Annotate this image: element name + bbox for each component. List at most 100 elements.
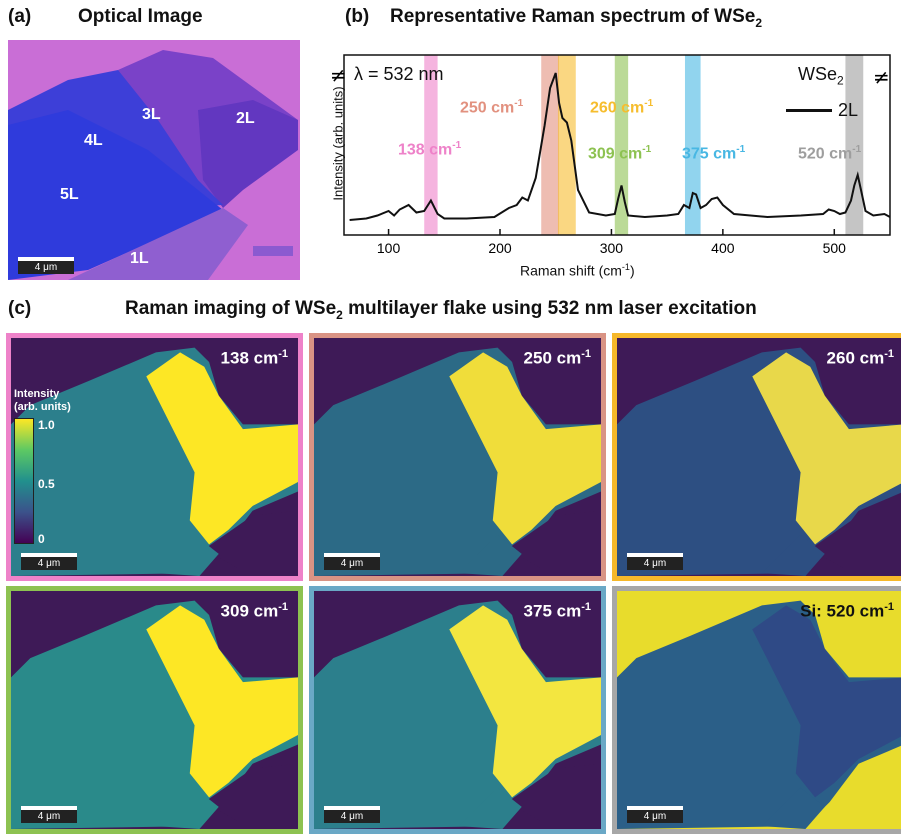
peak-label-138: 138 cm-1 <box>398 140 462 159</box>
raman-map-label-text: 138 cm <box>220 348 279 368</box>
optical-image: 3L 2L 4L 5L 1L 4 μm <box>8 40 300 280</box>
peak-label-520: 520 cm-1 <box>798 144 862 163</box>
legend-line <box>786 109 832 112</box>
scale-bar-text: 4 μm <box>324 557 380 570</box>
highlight-band <box>684 55 701 235</box>
colorbar-mid: 0.5 <box>38 477 55 491</box>
raman-map-image <box>11 338 298 576</box>
axis-break-right: ≠ <box>873 65 890 89</box>
layer-label-5L: 5L <box>60 186 79 203</box>
panel-c-title-end: multilayer flake using 532 nm laser exci… <box>342 298 757 319</box>
raman-map-label: 138 cm-1 <box>221 348 288 369</box>
y-axis-label: Intensity (arb. units) <box>330 86 346 201</box>
panel-a-title: Optical Image <box>78 6 203 27</box>
scale-bar-text: 4 μm <box>21 557 77 570</box>
scale-bar: 4 μm <box>324 806 380 823</box>
raman-map-label-exp: -1 <box>581 348 591 360</box>
series-line-2L <box>349 72 891 221</box>
x-tick-label: 500 <box>823 240 847 256</box>
scale-bar: 4 μm <box>324 553 380 570</box>
highlight-band <box>424 55 438 235</box>
scale-bar-text: 4 μm <box>18 261 74 274</box>
x-axis-label-end: ) <box>629 262 635 279</box>
raman-map-tile: 309 cm-1 4 μm <box>6 586 303 834</box>
raman-map-tile: 260 cm-1 4 μm <box>612 333 901 581</box>
material-sub: 2 <box>837 73 844 88</box>
panel-c-title-main: Raman imaging of WSe <box>125 298 337 319</box>
legend: 2L <box>786 100 858 121</box>
panel-b-title: Representative Raman spectrum of WSe2 <box>390 6 762 30</box>
raman-map-image <box>617 591 901 829</box>
panel-c-title: Raman imaging of WSe2 multilayer flake u… <box>125 298 757 322</box>
panel-b-label: (b) <box>345 6 370 27</box>
scale-bar-text: 4 μm <box>21 810 77 823</box>
raman-map-label-text: 309 cm <box>220 601 279 621</box>
plot-frame <box>343 54 891 236</box>
layer-label-3L: 3L <box>142 106 161 123</box>
scale-bar-text: 4 μm <box>627 810 683 823</box>
colorbar-min: 0 <box>38 532 45 546</box>
raman-map-label-exp: -1 <box>884 348 894 360</box>
colorbar-title: Intensity (arb. units) <box>14 388 71 413</box>
material-main: WSe <box>798 64 838 84</box>
x-axis-label: Raman shift (cm-1) <box>520 262 635 279</box>
raman-map-label-exp: -1 <box>278 348 288 360</box>
raman-map-label: Si: 520 cm-1 <box>800 601 894 622</box>
raman-map-tile: 138 cm-1 4 μm <box>6 333 303 581</box>
colorbar-max: 1.0 <box>38 418 55 432</box>
scale-bar-a: 4 μm <box>18 257 74 274</box>
scale-bar: 4 μm <box>21 806 77 823</box>
raman-map-label-exp: -1 <box>884 601 894 613</box>
x-tick-label: 300 <box>600 240 624 256</box>
raman-map-label: 309 cm-1 <box>221 601 288 622</box>
raman-map-image <box>11 591 298 829</box>
raman-map-label-text: Si: 520 cm <box>800 601 885 621</box>
wavelength-label: λ = 532 nm <box>354 64 444 84</box>
layer-label-2L: 2L <box>236 110 255 127</box>
raman-map-label-text: 375 cm <box>523 601 582 621</box>
raman-map-tile: 250 cm-1 4 μm <box>309 333 606 581</box>
layer-label-4L: 4L <box>84 132 103 149</box>
raman-map-image <box>617 338 901 576</box>
highlight-band <box>845 55 864 235</box>
raman-map-tile: 375 cm-1 4 μm <box>309 586 606 834</box>
panel-c-label: (c) <box>8 298 32 319</box>
panel-b-title-sub: 2 <box>755 15 763 30</box>
raman-map-label-exp: -1 <box>278 601 288 613</box>
material-label: WSe2 <box>798 64 844 88</box>
legend-label: 2L <box>838 100 859 120</box>
highlight-band <box>614 55 629 235</box>
scale-bar: 4 μm <box>627 806 683 823</box>
raman-map-image <box>314 338 601 576</box>
raman-map-tile: Si: 520 cm-1 4 μm <box>612 586 901 834</box>
peak-label-250: 250 cm-1 <box>460 98 524 117</box>
panel-b-title-main: Representative Raman spectrum of WSe <box>390 6 756 27</box>
layer-label-1L: 1L <box>130 250 149 267</box>
raman-map-image <box>314 591 601 829</box>
raman-map-label-exp: -1 <box>581 601 591 613</box>
raman-map-label: 375 cm-1 <box>524 601 591 622</box>
raman-map-label: 250 cm-1 <box>524 348 591 369</box>
panel-c-title-sub: 2 <box>336 307 343 322</box>
raman-map-label-text: 250 cm <box>523 348 582 368</box>
colorbar <box>14 418 34 544</box>
scale-bar-text: 4 μm <box>324 810 380 823</box>
highlight-band <box>557 55 576 235</box>
x-axis-label-exp: -1 <box>621 262 630 272</box>
x-tick-label: 200 <box>488 240 512 256</box>
peak-label-375: 375 cm-1 <box>682 144 746 163</box>
peak-label-260: 260 cm-1 <box>590 98 654 117</box>
x-axis-label-main: Raman shift (cm <box>520 262 622 279</box>
raman-map-label: 260 cm-1 <box>827 348 894 369</box>
highlight-band <box>541 55 560 235</box>
x-tick-label: 100 <box>377 240 401 256</box>
raman-map-label-text: 260 cm <box>826 348 885 368</box>
spectrum-svg: 100 200 300 400 500 ≠ ≠ <box>330 54 891 256</box>
peak-label-309: 309 cm-1 <box>588 144 652 163</box>
scale-bar: 4 μm <box>21 553 77 570</box>
raman-spectrum-chart: 100 200 300 400 500 ≠ ≠ Intensity (arb. unit… <box>320 40 895 285</box>
scale-bar-text: 4 μm <box>627 557 683 570</box>
panel-a-label: (a) <box>8 6 32 27</box>
axis-break-left: ≠ <box>330 63 347 87</box>
x-tick-label: 400 <box>711 240 735 256</box>
